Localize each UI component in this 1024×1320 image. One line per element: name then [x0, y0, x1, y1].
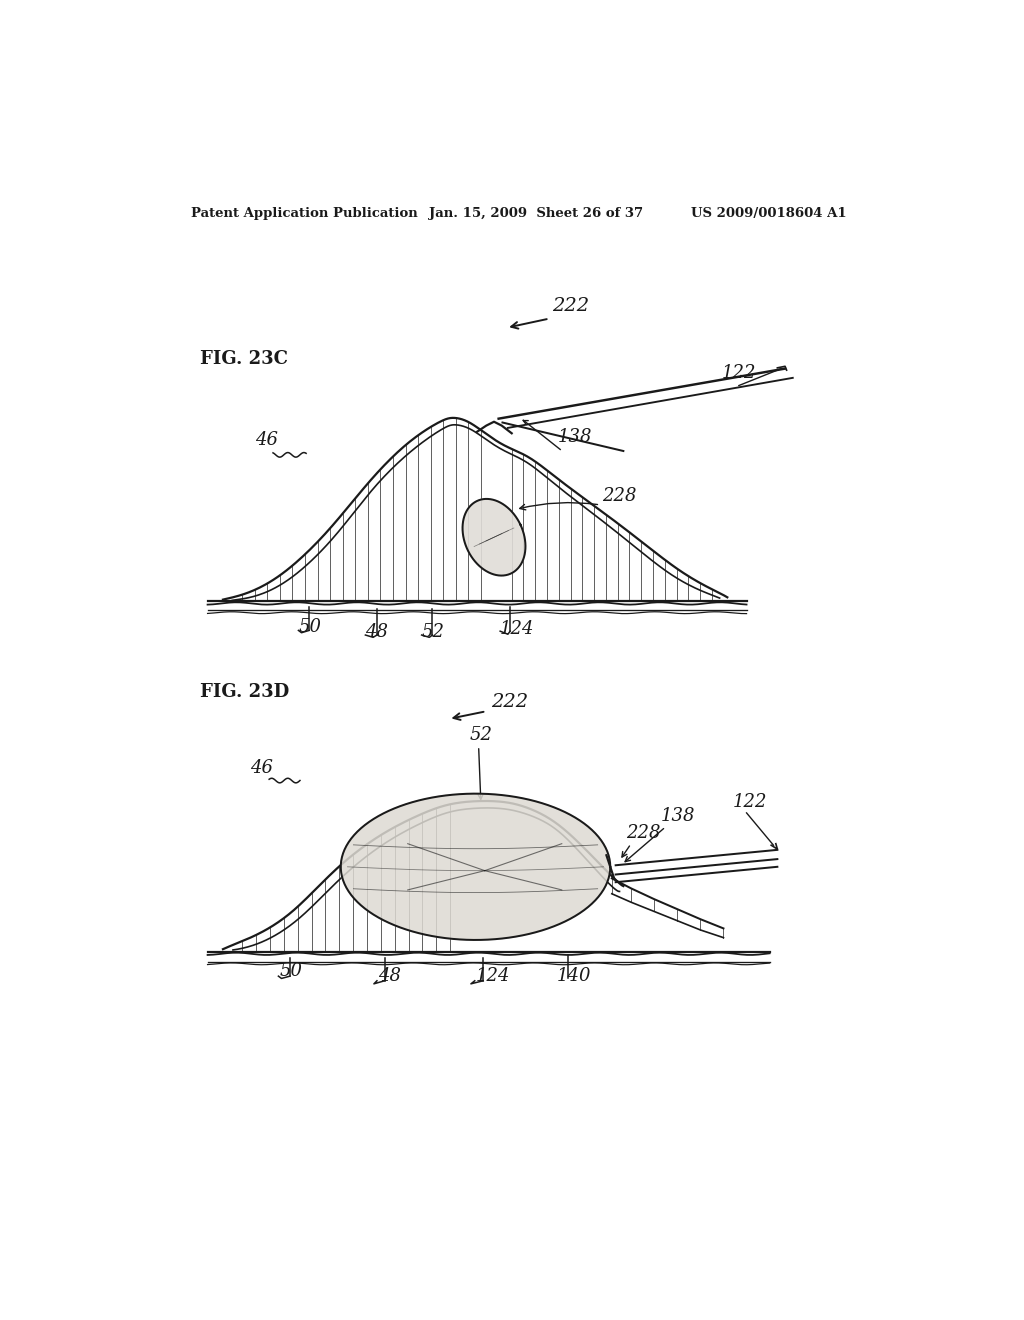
Text: 48: 48 — [379, 966, 401, 985]
Text: 124: 124 — [500, 620, 535, 639]
Text: 228: 228 — [626, 824, 660, 842]
Text: 124: 124 — [475, 966, 510, 985]
Text: 52: 52 — [422, 623, 444, 642]
Text: 222: 222 — [553, 297, 590, 315]
Text: 228: 228 — [602, 487, 636, 506]
Text: US 2009/0018604 A1: US 2009/0018604 A1 — [691, 207, 847, 220]
Text: 50: 50 — [280, 962, 302, 981]
Text: Jan. 15, 2009  Sheet 26 of 37: Jan. 15, 2009 Sheet 26 of 37 — [429, 207, 643, 220]
Text: FIG. 23C: FIG. 23C — [200, 350, 288, 368]
Text: 122: 122 — [733, 793, 767, 810]
Text: 46: 46 — [255, 430, 279, 449]
Polygon shape — [463, 499, 525, 576]
Text: 122: 122 — [722, 364, 757, 381]
Text: Patent Application Publication: Patent Application Publication — [190, 207, 418, 220]
Text: 138: 138 — [558, 428, 593, 446]
Text: 222: 222 — [490, 693, 528, 710]
Text: 50: 50 — [298, 618, 322, 636]
Polygon shape — [341, 793, 610, 940]
Text: 48: 48 — [366, 623, 388, 642]
Text: 46: 46 — [250, 759, 273, 777]
Text: 140: 140 — [556, 966, 591, 985]
Text: 52: 52 — [469, 726, 493, 743]
Text: 138: 138 — [660, 807, 695, 825]
Text: FIG. 23D: FIG. 23D — [200, 684, 289, 701]
